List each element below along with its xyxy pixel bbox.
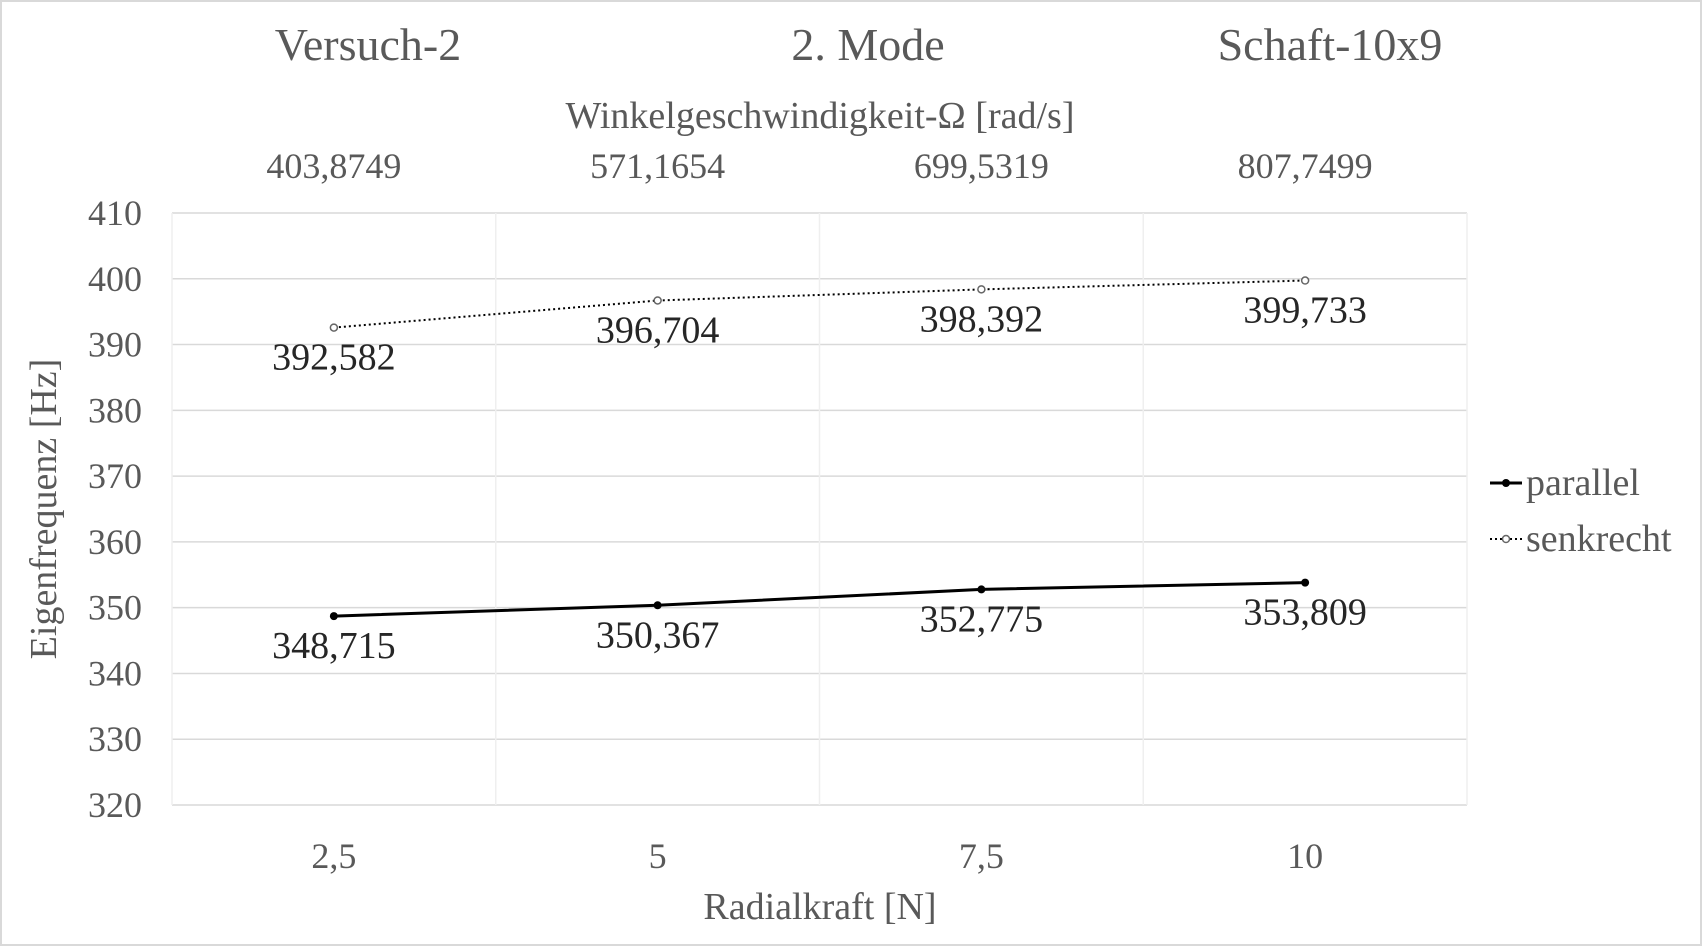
x-tick-label: 2,5 [311, 836, 356, 876]
data-label-parallel: 348,715 [272, 625, 396, 667]
chart-title-part: 2. Mode [791, 19, 944, 70]
y-tick-label: 380 [88, 390, 142, 430]
y-tick-label: 320 [88, 785, 142, 825]
secondary-axis-label: Winkelgeschwindigkeit-Ω [rad/s] [566, 95, 1075, 137]
data-label-senkrecht: 396,704 [596, 309, 720, 351]
y-tick-label: 350 [88, 588, 142, 628]
legend-label-senkrecht: senkrecht [1526, 518, 1672, 560]
legend-marker-senkrecht [1501, 534, 1511, 544]
data-point-parallel [1301, 578, 1310, 587]
legend-label-parallel: parallel [1526, 462, 1640, 504]
data-point-parallel [977, 585, 986, 594]
series-line-senkrecht [333, 279, 1306, 329]
data-point-parallel [329, 612, 338, 621]
y-tick-label: 370 [88, 456, 142, 496]
x-tick-label: 10 [1287, 836, 1323, 876]
legend-marker-parallel [1502, 479, 1510, 487]
secondary-x-tick-label: 807,7499 [1238, 146, 1373, 186]
data-label-parallel: 353,809 [1243, 592, 1367, 634]
legend: parallel senkrecht [1490, 462, 1672, 560]
chart-title-part: Schaft-10x9 [1218, 19, 1443, 70]
data-label-parallel: 352,775 [920, 598, 1044, 640]
series-line-parallel [333, 581, 1306, 618]
secondary-x-tick-label: 571,1654 [590, 146, 725, 186]
data-label-senkrecht: 399,733 [1243, 290, 1367, 332]
grid-layer [171, 212, 1468, 806]
data-label-senkrecht: 392,582 [272, 337, 396, 379]
secondary-x-tick-label: 403,8749 [266, 146, 401, 186]
x-tick-label: 7,5 [959, 836, 1004, 876]
series-layer [329, 276, 1310, 621]
secondary-x-tick-label: 699,5319 [914, 146, 1049, 186]
x-axis-title: Radialkraft [N] [703, 886, 936, 928]
y-tick-label: 400 [88, 259, 142, 299]
y-tick-label: 390 [88, 325, 142, 365]
x-tick-label: 5 [649, 836, 667, 876]
data-point-senkrecht [653, 296, 662, 305]
y-tick-label: 340 [88, 653, 142, 693]
data-point-senkrecht [1300, 276, 1310, 285]
labels-layer: 348,715 350,367 352,775 353,809 392,582 396,7… [272, 290, 1367, 668]
data-point-senkrecht [329, 323, 339, 332]
y-axis-title: Eigenfrequenz [Hz] [23, 359, 65, 660]
title-block: Versuch-2 2. Mode Schaft-10x9 [275, 19, 1443, 70]
data-point-senkrecht [977, 285, 986, 294]
data-label-senkrecht: 398,392 [920, 298, 1044, 340]
y-tick-label: 410 [88, 193, 142, 233]
y-tick-label: 330 [88, 719, 142, 759]
data-label-parallel: 350,367 [596, 614, 720, 656]
chart-title-part: Versuch-2 [275, 19, 462, 70]
axes-layer: 320 330 340 350 360 370 380 390 400 410 2,5 5 7,5 10 4… [23, 95, 1373, 928]
data-point-parallel [653, 601, 662, 610]
y-tick-label: 360 [88, 522, 142, 562]
